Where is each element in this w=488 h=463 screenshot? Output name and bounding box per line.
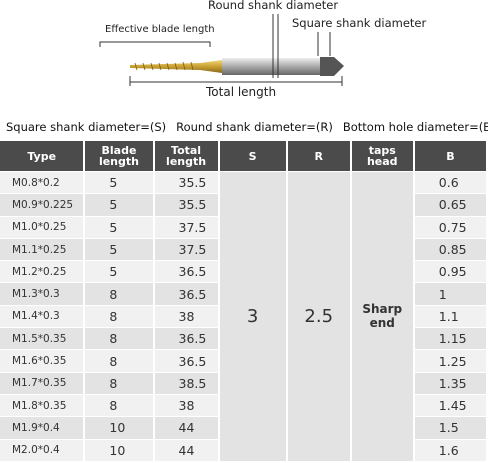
s-cell: 3 [219, 172, 286, 461]
table-row: M1.3*0.3 8 36.5 1 [0, 283, 486, 305]
type-cell: M1.9*0.4 [0, 417, 84, 439]
table-row: M0.8*0.2 5 35.5 3 2.5 Sharp end 0.6 [0, 172, 486, 461]
total-cell: 38.5 [154, 372, 218, 394]
column-header: R [287, 141, 350, 171]
tap-body [130, 57, 344, 76]
column-header: S [219, 141, 286, 171]
total-cell: 36.5 [154, 261, 218, 283]
total-cell: 35.5 [154, 194, 218, 216]
total-cell: 35.5 [154, 172, 218, 194]
blade-cell: 8 [85, 372, 153, 394]
blade-label: Effective blade length [105, 24, 215, 35]
b-cell: 1.6 [414, 439, 486, 461]
b-cell: 1.15 [414, 328, 486, 350]
table-row: M1.7*0.35 8 38.5 1.35 [0, 372, 486, 394]
table-row: M1.0*0.25 5 37.5 0.75 [0, 216, 486, 238]
b-cell: 1 [414, 283, 486, 305]
type-cell: M1.4*0.3 [0, 305, 84, 328]
blade-cell: 8 [85, 328, 153, 350]
total-label: Total length [205, 85, 276, 99]
table-row: M1.5*0.35 8 36.5 1.15 [0, 328, 486, 350]
blade-cell: 8 [85, 394, 153, 417]
type-cell: M1.6*0.35 [0, 350, 84, 372]
type-cell: M1.7*0.35 [0, 372, 84, 394]
type-cell: M1.1*0.25 [0, 238, 84, 261]
total-cell: 44 [154, 439, 218, 461]
b-cell: 0.85 [414, 238, 486, 261]
column-header: Type [0, 141, 84, 171]
blade-cell: 10 [85, 417, 153, 439]
b-cell: 1.25 [414, 350, 486, 372]
column-header: B [414, 141, 486, 171]
total-cell: 38 [154, 305, 218, 328]
blade-cell: 5 [85, 194, 153, 216]
blade-cell: 5 [85, 172, 153, 194]
b-cell: 0.95 [414, 261, 486, 283]
type-cell: M1.3*0.3 [0, 283, 84, 305]
table-row: M1.2*0.25 5 36.5 0.95 [0, 261, 486, 283]
legend: Square shank diameter=(S) Round shank di… [6, 120, 488, 134]
total-cell: 37.5 [154, 216, 218, 238]
b-cell: 1.45 [414, 394, 486, 417]
total-cell: 38 [154, 394, 218, 417]
tap-diagram: Effective blade length Round shank diame… [99, 0, 426, 99]
column-header: taps head [351, 141, 413, 171]
type-cell: M1.5*0.35 [0, 328, 84, 350]
total-cell: 36.5 [154, 328, 218, 350]
type-cell: M1.2*0.25 [0, 261, 84, 283]
total-cell: 36.5 [154, 350, 218, 372]
legend-item: Bottom hole diameter=(B) [342, 120, 488, 134]
dimension-lines [99, 14, 343, 86]
type-cell: M0.8*0.2 [0, 172, 84, 194]
b-cell: 0.75 [414, 216, 486, 238]
b-cell: 0.65 [414, 194, 486, 216]
b-cell: 0.6 [414, 172, 486, 194]
square-label: Square shank diameter [292, 16, 426, 30]
table-row: M1.9*0.4 10 44 1.5 [0, 417, 486, 439]
type-cell: M1.0*0.25 [0, 216, 84, 238]
column-header: Blade length [85, 141, 153, 171]
total-cell: 36.5 [154, 283, 218, 305]
blade-cell: 8 [85, 283, 153, 305]
round-label: Round shank diameter [208, 0, 338, 12]
blade-cell: 5 [85, 238, 153, 261]
blade-cell: 8 [85, 350, 153, 372]
legend-item: Square shank diameter=(S) [6, 120, 167, 134]
type-cell: M1.8*0.35 [0, 394, 84, 417]
type-cell: M2.0*0.4 [0, 439, 84, 461]
b-cell: 1.5 [414, 417, 486, 439]
table-row: M1.1*0.25 5 37.5 0.85 [0, 238, 486, 261]
total-cell: 44 [154, 417, 218, 439]
column-header: Total length [154, 141, 218, 171]
b-cell: 1.35 [414, 372, 486, 394]
table-row: M2.0*0.4 10 44 1.6 [0, 439, 486, 461]
table-row: M1.8*0.35 8 38 1.45 [0, 394, 486, 417]
table-row: M0.9*0.225 5 35.5 0.65 [0, 194, 486, 216]
b-cell: 1.1 [414, 305, 486, 328]
blade-cell: 5 [85, 261, 153, 283]
type-cell: M0.9*0.225 [0, 194, 84, 216]
r-cell: 2.5 [287, 172, 350, 461]
blade-cell: 8 [85, 305, 153, 328]
table-row: M1.4*0.3 8 38 1.1 [0, 305, 486, 328]
blade-cell: 10 [85, 439, 153, 461]
total-cell: 37.5 [154, 238, 218, 261]
table-row: M1.6*0.35 8 36.5 1.25 [0, 350, 486, 372]
legend-item: Round shank diameter=(R) [176, 120, 333, 134]
blade-cell: 5 [85, 216, 153, 238]
head-cell: Sharp end [351, 172, 413, 461]
